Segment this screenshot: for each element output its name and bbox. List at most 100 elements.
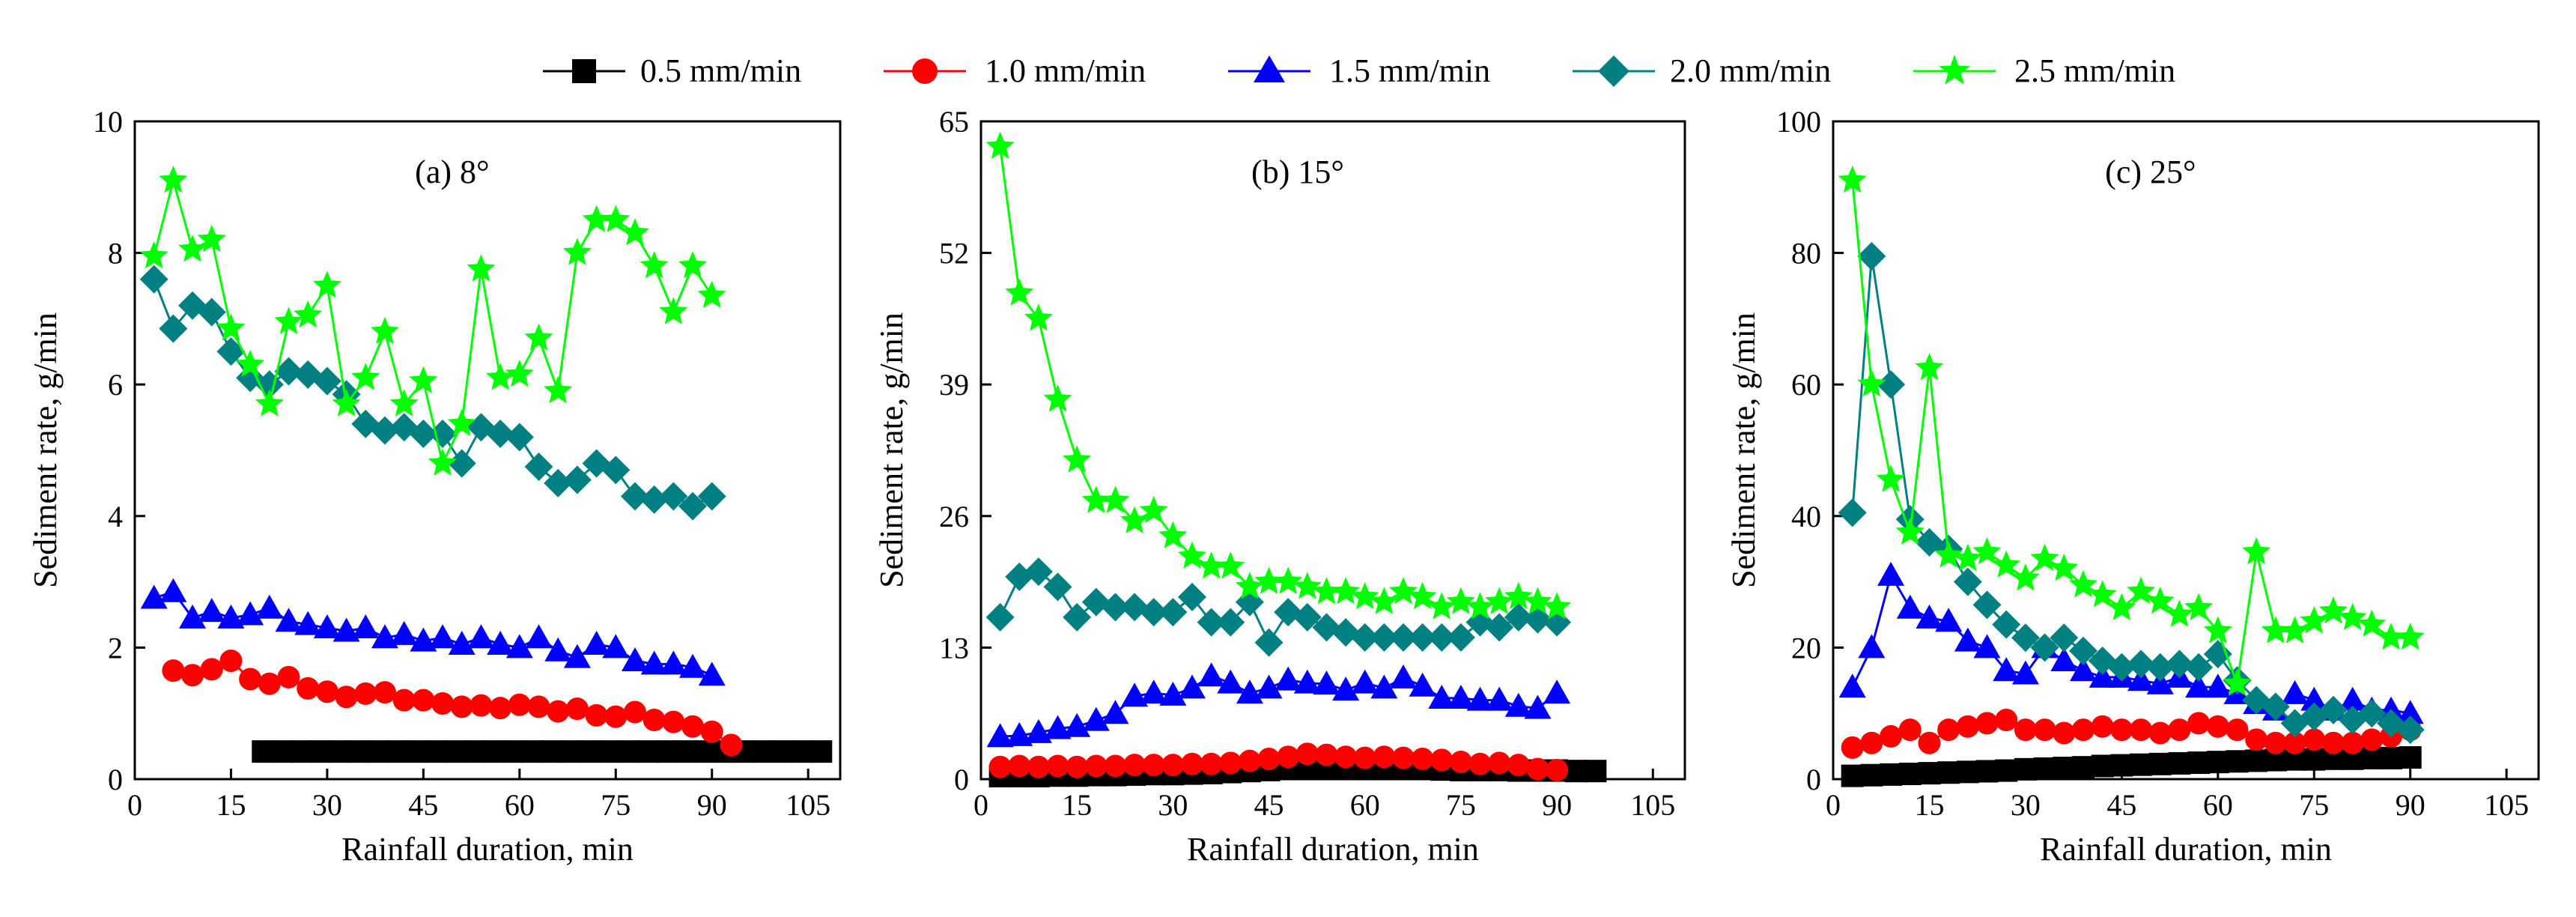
x-tick-label: 15 [1062,788,1092,822]
panel-c-25-degree: 0 15 30 45 60 75 90 105 0 20 40 60 80 100 Rainfall dur… [1725,105,2540,868]
data-point [1293,669,1321,694]
data-point [1392,746,1415,769]
series-1-0-mm-min [162,649,743,757]
data-point [2107,593,2136,620]
data-point [367,740,390,763]
data-point [655,740,678,763]
data-point [470,694,493,717]
data-point [520,740,544,763]
data-point [544,376,573,404]
data-point [508,693,531,716]
data-point [197,297,226,327]
data-point [1179,674,1206,699]
data-point [1838,166,1867,193]
x-tick-label: 75 [2299,788,2329,822]
series-0-5-mm-min [1841,746,2422,787]
data-point [389,389,419,417]
data-point [2338,602,2367,631]
x-axis-title: Rainfall duration, min [1187,831,1479,868]
data-point [1449,751,1472,774]
series-line [153,176,713,467]
panel-b-15-degree: 0 15 30 45 60 75 90 105 0 13 26 39 52 65 Rainfall dura… [873,105,1686,868]
data-point [275,608,303,632]
y-tick-label: 10 [93,105,123,139]
data-point [1254,628,1284,657]
data-point [2245,749,2268,772]
data-point [1334,745,1358,769]
data-point [139,241,168,269]
data-point [1084,754,1108,778]
data-point [1973,634,2001,659]
data-point [373,681,396,704]
data-point [660,650,687,675]
y-tick-label: 2 [108,631,123,665]
data-point [1140,680,1167,704]
data-point [621,647,648,671]
data-point [505,634,533,659]
data-point [2184,653,2214,682]
data-point [1880,724,1903,748]
series-2-0-mm-min [1838,241,2425,745]
data-point [1370,587,1399,614]
panel-title: (a) 8° [415,154,489,190]
data-point [502,740,525,763]
data-point [1486,686,1513,711]
data-point [1993,657,2020,682]
data-point [1447,684,1474,709]
legend-label-1: 1.0 mm/min [985,52,1146,89]
data-point [1353,746,1376,769]
data-point [1860,763,1883,787]
data-point [1063,445,1092,473]
data-point [1275,666,1302,691]
data-point [1120,506,1149,533]
data-point [678,491,708,521]
data-point [1857,369,1886,397]
data-point [1313,671,1340,695]
plot-frame [133,120,842,781]
data-point [2341,731,2364,754]
data-point [1216,608,1245,637]
data-point [1008,754,1031,778]
data-point [352,614,380,639]
series-line [1851,255,2411,731]
data-point [2321,731,2345,754]
data-point [159,166,188,193]
data-point [1485,587,1514,614]
x-tick-label: 60 [2203,788,2233,822]
data-point [2148,752,2172,775]
data-point [2089,663,2116,688]
data-point [2357,699,2387,728]
x-tick-label: 30 [1158,788,1188,822]
data-point [598,740,621,763]
legend-entry-4: 2.5 mm/min [1913,52,2175,89]
data-point [1524,694,1552,719]
x-tick-label: 75 [1446,788,1476,822]
data-point [1295,742,1319,766]
legend-marker-diamond [1598,55,1629,87]
data-point [2168,751,2191,775]
data-point [1235,572,1264,599]
data-point [274,306,303,334]
data-point [237,601,264,626]
data-point [370,416,399,445]
data-point [217,604,245,629]
x-tick-label: 30 [312,788,342,822]
data-point [1543,592,1572,620]
data-point [1373,745,1396,769]
data-point [2300,686,2328,711]
data-point [2357,609,2387,637]
data-point [698,662,726,686]
data-point [354,682,377,705]
legend-label-0: 0.5 mm/min [640,52,801,89]
x-tick-label: 30 [2011,788,2041,822]
data-point [1370,674,1398,699]
data-point [467,624,495,649]
y-tick-label: 0 [108,763,123,796]
data-point [985,602,1015,632]
data-point [1082,706,1110,731]
legend-marker-triangle [1254,55,1285,82]
data-point [565,697,589,721]
data-point [985,131,1015,159]
data-point [2280,616,2309,644]
data-point [601,456,631,485]
